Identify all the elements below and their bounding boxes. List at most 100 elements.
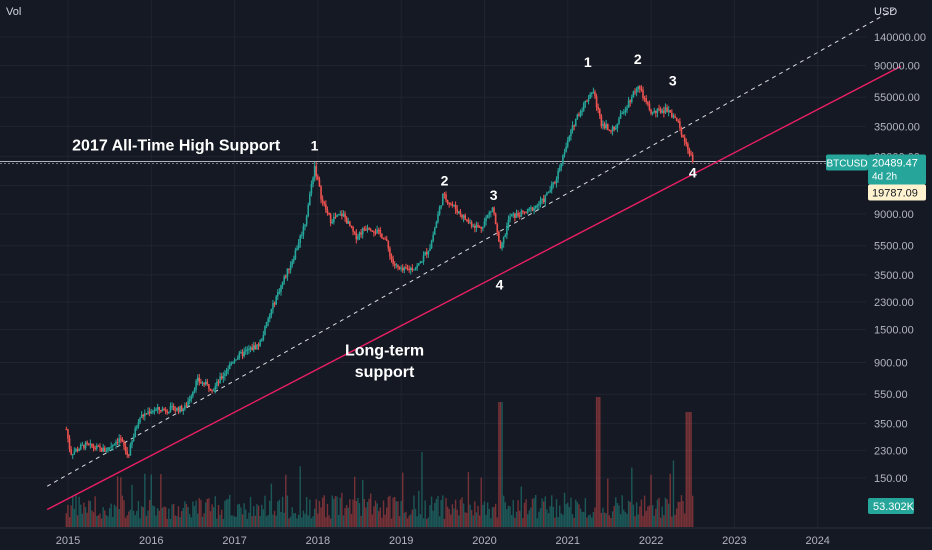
- volume-bar: [196, 513, 199, 527]
- candle-body: [185, 405, 188, 407]
- candle-body: [440, 205, 442, 208]
- candle-body: [685, 141, 688, 144]
- volume-bar: [438, 516, 441, 527]
- volume-bar: [443, 518, 446, 527]
- candle-body: [584, 100, 587, 104]
- volume-bar: [579, 508, 582, 527]
- volume-bar: [187, 507, 189, 527]
- volume-bar: [144, 473, 146, 527]
- candle-body: [92, 446, 95, 449]
- volume-bar: [411, 509, 414, 527]
- volume-bar: [253, 506, 255, 527]
- candle-body: [502, 237, 505, 244]
- candle-body: [136, 426, 138, 429]
- annotation-label: 4: [496, 276, 504, 292]
- candle-body: [289, 265, 292, 271]
- candle-body: [562, 154, 564, 164]
- candle-body: [645, 98, 648, 103]
- volume-bar: [584, 498, 587, 527]
- volume-bar: [494, 503, 497, 527]
- candle-body: [414, 267, 417, 270]
- candle-body: [291, 261, 294, 266]
- volume-bar: [478, 515, 481, 527]
- volume-bar: [297, 514, 300, 527]
- volume-bar: [97, 515, 100, 527]
- volume-bar: [406, 518, 409, 527]
- candle-body: [320, 186, 322, 200]
- candle-body: [86, 442, 88, 444]
- volume-bar: [174, 515, 176, 527]
- candle-body: [228, 364, 231, 370]
- candle-body: [669, 110, 672, 113]
- volume-bar: [299, 466, 301, 527]
- y-tick-label: 230.00: [874, 445, 908, 457]
- candle-body: [168, 411, 170, 413]
- volume-indicator-label[interactable]: Vol: [6, 6, 22, 18]
- volume-bar: [76, 515, 79, 527]
- volume-bar: [366, 502, 369, 527]
- volume-bar: [251, 516, 253, 527]
- volume-bar: [105, 515, 108, 527]
- candle-body: [653, 110, 656, 113]
- low-price-value: 19787.09: [872, 187, 918, 199]
- volume-bar: [164, 507, 167, 527]
- candle-body: [483, 221, 486, 228]
- candle-body: [690, 154, 692, 156]
- candle-body: [598, 109, 601, 116]
- candle-body: [666, 107, 668, 112]
- candle-body: [590, 93, 593, 95]
- volume-bar: [363, 499, 365, 527]
- volume-bar: [337, 514, 340, 527]
- volume-bar: [243, 503, 245, 527]
- volume-bar: [123, 500, 125, 527]
- candle-body: [326, 209, 329, 213]
- volume-bar: [653, 515, 655, 527]
- candle-body: [579, 110, 582, 117]
- candle-body: [459, 211, 462, 215]
- volume-bar: [647, 506, 649, 527]
- candle-body: [639, 86, 641, 89]
- candle-body: [78, 449, 80, 451]
- candle-body: [160, 410, 162, 412]
- candle-body: [466, 219, 468, 221]
- x-tick-label: 2021: [556, 535, 580, 547]
- candle-body: [443, 193, 446, 195]
- volume-bar: [124, 517, 127, 527]
- volume-bar: [217, 505, 220, 527]
- volume-bar: [637, 514, 639, 527]
- candle-body: [163, 408, 165, 410]
- volume-bar: [419, 514, 422, 527]
- volume-bar: [557, 517, 559, 527]
- grid: [0, 0, 866, 528]
- volume-bar: [304, 513, 306, 527]
- candle-body: [203, 382, 205, 385]
- candle-body: [211, 390, 213, 392]
- volume-bar: [600, 512, 603, 527]
- volume-bar: [121, 495, 124, 527]
- candle-body: [95, 445, 98, 449]
- volume-bar: [357, 497, 359, 527]
- volume-bar: [188, 514, 191, 527]
- volume-bar: [208, 498, 210, 527]
- volume-bar: [376, 503, 378, 527]
- candle-body: [504, 235, 507, 238]
- volume-bar: [397, 501, 399, 527]
- volume-bar: [321, 497, 324, 527]
- volume-bar: [288, 518, 290, 527]
- volume-bar: [126, 515, 128, 527]
- volume-bar: [384, 514, 386, 527]
- candle-body: [87, 443, 90, 445]
- candle-body: [542, 198, 545, 203]
- volume-bar: [296, 518, 298, 527]
- candle-body: [514, 213, 516, 218]
- candle-body: [307, 204, 310, 217]
- x-tick-label: 2020: [472, 535, 496, 547]
- candle-body: [158, 407, 161, 411]
- candle-body: [371, 230, 374, 232]
- volume-bar: [240, 507, 242, 527]
- volume-bar: [307, 515, 309, 527]
- candle-body: [493, 207, 495, 214]
- volume-bar: [323, 495, 325, 527]
- volume-bar: [538, 511, 540, 527]
